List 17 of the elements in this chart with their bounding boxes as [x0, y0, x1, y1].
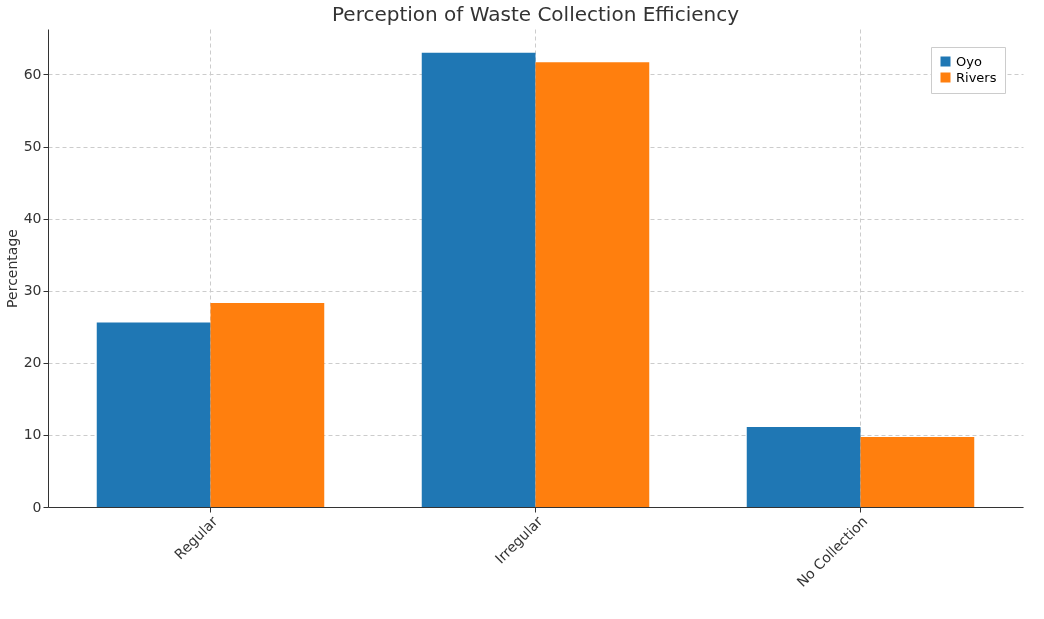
- bar: [746, 426, 861, 507]
- y-tick-label: 20: [23, 354, 42, 371]
- bar: [535, 62, 650, 507]
- legend-label: Rivers: [956, 69, 997, 85]
- y-axis-title: Percentage: [3, 229, 20, 308]
- y-tick-label: 30: [23, 282, 42, 299]
- bar: [210, 302, 325, 507]
- bar: [96, 322, 211, 507]
- legend-label: Oyo: [956, 53, 982, 69]
- y-tick-label: 40: [23, 210, 42, 227]
- y-tick-label: 50: [23, 138, 42, 155]
- bar: [860, 437, 975, 507]
- y-tick-label: 10: [23, 426, 42, 443]
- bar: [421, 52, 536, 507]
- chart-title: Perception of Waste Collection Efficiency: [331, 2, 740, 26]
- y-tick-label: 0: [32, 498, 42, 515]
- y-tick-label: 60: [23, 65, 42, 82]
